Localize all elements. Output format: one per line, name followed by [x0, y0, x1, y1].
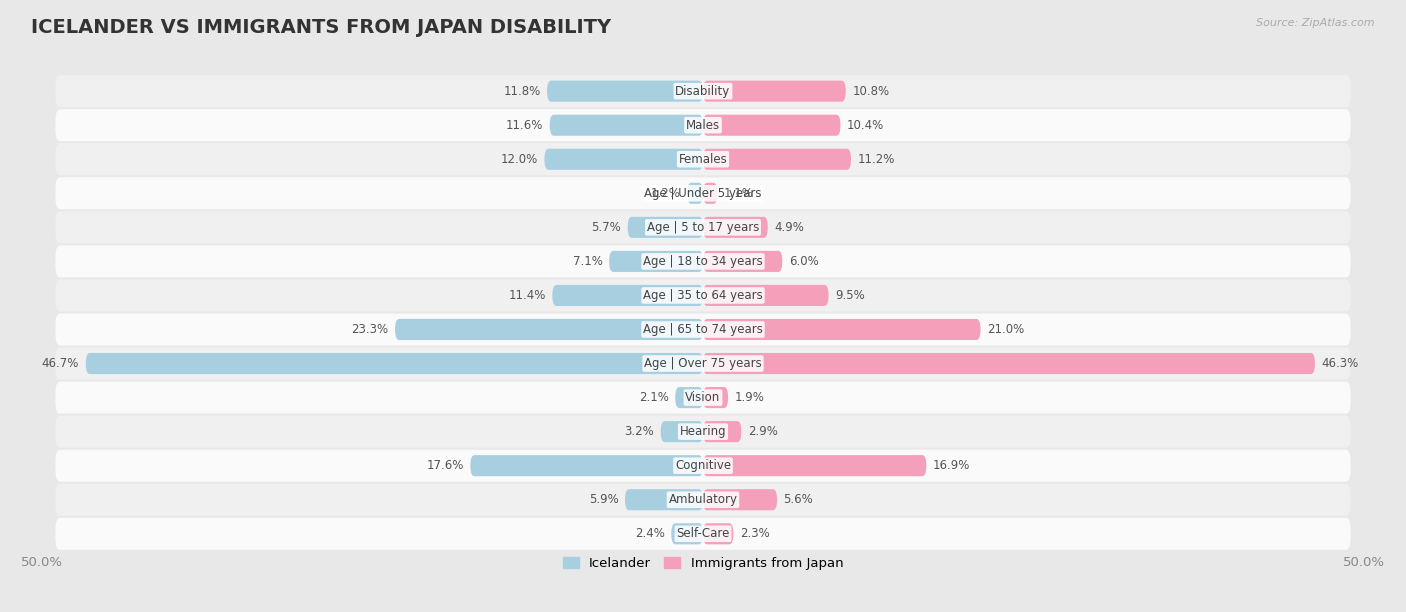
Text: Males: Males: [686, 119, 720, 132]
Text: 23.3%: 23.3%: [352, 323, 388, 336]
FancyBboxPatch shape: [703, 183, 717, 204]
FancyBboxPatch shape: [703, 455, 927, 476]
Text: 17.6%: 17.6%: [426, 459, 464, 472]
Text: 12.0%: 12.0%: [501, 153, 537, 166]
Text: 11.4%: 11.4%: [509, 289, 546, 302]
Text: 5.7%: 5.7%: [592, 221, 621, 234]
FancyBboxPatch shape: [703, 251, 782, 272]
Text: Cognitive: Cognitive: [675, 459, 731, 472]
Text: Ambulatory: Ambulatory: [668, 493, 738, 506]
FancyBboxPatch shape: [55, 211, 1351, 244]
Text: 16.9%: 16.9%: [934, 459, 970, 472]
Text: 10.4%: 10.4%: [846, 119, 884, 132]
FancyBboxPatch shape: [675, 387, 703, 408]
FancyBboxPatch shape: [703, 421, 741, 442]
FancyBboxPatch shape: [703, 114, 841, 136]
FancyBboxPatch shape: [703, 149, 851, 170]
FancyBboxPatch shape: [55, 483, 1351, 516]
Text: 11.6%: 11.6%: [506, 119, 543, 132]
Text: Age | 5 to 17 years: Age | 5 to 17 years: [647, 221, 759, 234]
FancyBboxPatch shape: [553, 285, 703, 306]
Text: Hearing: Hearing: [679, 425, 727, 438]
FancyBboxPatch shape: [703, 523, 734, 544]
FancyBboxPatch shape: [55, 313, 1351, 346]
FancyBboxPatch shape: [703, 353, 1315, 374]
FancyBboxPatch shape: [55, 348, 1351, 379]
FancyBboxPatch shape: [703, 217, 768, 238]
FancyBboxPatch shape: [55, 109, 1351, 141]
Text: Disability: Disability: [675, 84, 731, 98]
Text: 3.2%: 3.2%: [624, 425, 654, 438]
Text: Age | 18 to 34 years: Age | 18 to 34 years: [643, 255, 763, 268]
Text: Females: Females: [679, 153, 727, 166]
FancyBboxPatch shape: [671, 523, 703, 544]
Text: 46.7%: 46.7%: [42, 357, 79, 370]
FancyBboxPatch shape: [688, 183, 703, 204]
Text: 1.2%: 1.2%: [651, 187, 681, 200]
FancyBboxPatch shape: [547, 81, 703, 102]
FancyBboxPatch shape: [55, 450, 1351, 482]
FancyBboxPatch shape: [55, 75, 1351, 107]
FancyBboxPatch shape: [55, 143, 1351, 175]
FancyBboxPatch shape: [703, 81, 846, 102]
Text: Self-Care: Self-Care: [676, 528, 730, 540]
FancyBboxPatch shape: [550, 114, 703, 136]
FancyBboxPatch shape: [55, 245, 1351, 277]
FancyBboxPatch shape: [609, 251, 703, 272]
Text: 5.6%: 5.6%: [783, 493, 813, 506]
FancyBboxPatch shape: [55, 280, 1351, 312]
FancyBboxPatch shape: [544, 149, 703, 170]
Text: Age | Over 75 years: Age | Over 75 years: [644, 357, 762, 370]
Text: 11.8%: 11.8%: [503, 84, 540, 98]
FancyBboxPatch shape: [55, 416, 1351, 447]
Text: Age | 35 to 64 years: Age | 35 to 64 years: [643, 289, 763, 302]
Text: Age | Under 5 years: Age | Under 5 years: [644, 187, 762, 200]
Text: Age | 65 to 74 years: Age | 65 to 74 years: [643, 323, 763, 336]
FancyBboxPatch shape: [703, 285, 828, 306]
Text: 1.1%: 1.1%: [724, 187, 754, 200]
FancyBboxPatch shape: [55, 518, 1351, 550]
FancyBboxPatch shape: [395, 319, 703, 340]
FancyBboxPatch shape: [627, 217, 703, 238]
Text: 1.9%: 1.9%: [735, 391, 765, 404]
Text: Source: ZipAtlas.com: Source: ZipAtlas.com: [1257, 18, 1375, 28]
FancyBboxPatch shape: [86, 353, 703, 374]
FancyBboxPatch shape: [471, 455, 703, 476]
Text: 4.9%: 4.9%: [775, 221, 804, 234]
FancyBboxPatch shape: [55, 382, 1351, 414]
FancyBboxPatch shape: [703, 387, 728, 408]
Text: 2.1%: 2.1%: [638, 391, 669, 404]
FancyBboxPatch shape: [626, 489, 703, 510]
Text: 21.0%: 21.0%: [987, 323, 1025, 336]
FancyBboxPatch shape: [661, 421, 703, 442]
Legend: Icelander, Immigrants from Japan: Icelander, Immigrants from Japan: [557, 552, 849, 576]
Text: ICELANDER VS IMMIGRANTS FROM JAPAN DISABILITY: ICELANDER VS IMMIGRANTS FROM JAPAN DISAB…: [31, 18, 612, 37]
Text: 6.0%: 6.0%: [789, 255, 818, 268]
Text: 2.3%: 2.3%: [740, 528, 769, 540]
Text: 7.1%: 7.1%: [572, 255, 603, 268]
Text: 2.4%: 2.4%: [634, 528, 665, 540]
Text: 2.9%: 2.9%: [748, 425, 778, 438]
FancyBboxPatch shape: [703, 319, 980, 340]
FancyBboxPatch shape: [703, 489, 778, 510]
Text: 5.9%: 5.9%: [589, 493, 619, 506]
Text: 9.5%: 9.5%: [835, 289, 865, 302]
Text: 10.8%: 10.8%: [852, 84, 890, 98]
Text: 46.3%: 46.3%: [1322, 357, 1358, 370]
FancyBboxPatch shape: [55, 177, 1351, 209]
Text: Vision: Vision: [685, 391, 721, 404]
Text: 11.2%: 11.2%: [858, 153, 896, 166]
